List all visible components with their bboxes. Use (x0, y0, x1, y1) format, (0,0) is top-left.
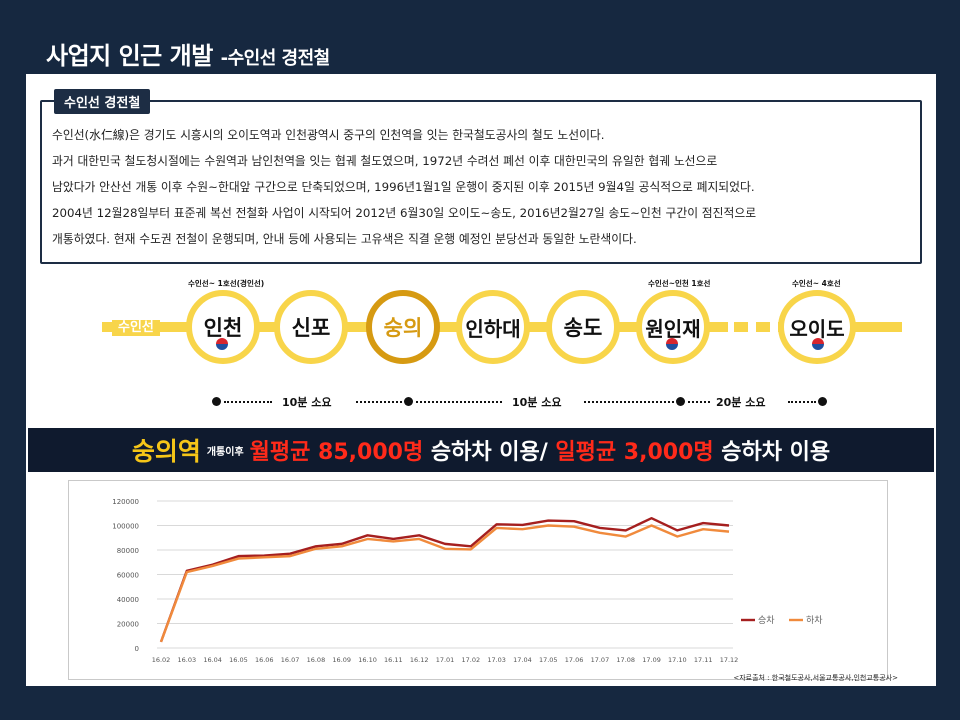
taeguk-icon (216, 338, 228, 350)
page-title-main: 사업지 인근 개발 (46, 42, 221, 70)
station-songdo: 송도 (546, 290, 620, 364)
y-tick-label: 120000 (112, 498, 139, 506)
timeline-dotline-3 (416, 401, 502, 403)
station-woninjae: 원인재 (636, 290, 710, 364)
duration-1: 10분 소요 (282, 396, 332, 409)
timeline-dotline-6 (788, 401, 816, 403)
info-line-3: 남았다가 안산선 개통 이후 수원~한대앞 구간으로 단축되었으며, 1996년… (52, 180, 755, 194)
info-line-1: 수인선(水仁線)은 경기도 시흥시의 오이도역과 인천광역시 중구의 인천역을 … (52, 128, 605, 142)
x-tick-label: 16.12 (410, 656, 429, 664)
station-incheon-label: 인천 (203, 316, 243, 340)
banner-daily: 일평균 3,000명 (555, 440, 714, 465)
x-tick-label: 17.12 (720, 656, 739, 664)
x-tick-label: 17.03 (487, 656, 506, 664)
ridership-chart: 0 20000 40000 60000 80000 100000 120000 16.02 16… (68, 480, 888, 680)
x-tick-label: 16.07 (281, 656, 300, 664)
station-sinpo-label: 신포 (291, 316, 331, 340)
x-tick-label: 17.10 (668, 656, 687, 664)
x-tick-label: 16.03 (178, 656, 197, 664)
taeguk-icon (666, 338, 678, 350)
y-tick-label: 80000 (117, 547, 139, 555)
timeline-dot-sungui (404, 397, 413, 406)
info-text: 수인선(水仁線)은 경기도 시흥시의 오이도역과 인천광역시 중구의 인천역을 … (52, 122, 910, 252)
info-box-tag: 수인선 경전철 (54, 89, 151, 114)
info-line-2: 과거 대한민국 철도청시절에는 수원역과 남인천역을 잇는 협궤 철도였으며, … (52, 154, 718, 168)
x-tick-label: 17.11 (694, 656, 713, 664)
slide-content: 수인선(水仁線)은 경기도 시흥시의 오이도역과 인천광역시 중구의 인천역을 … (26, 74, 936, 686)
transfer-note-oido: 수인선~ 4호선 (792, 279, 841, 288)
timeline-dotline-2 (356, 401, 402, 403)
page-title: 사업지 인근 개발 -수인선 경전철 (46, 36, 330, 71)
x-tick-label: 17.05 (539, 656, 558, 664)
line-dash-2 (756, 322, 770, 332)
taeguk-icon (812, 338, 824, 350)
station-sungui: 숭의 (366, 290, 440, 364)
transfer-note-woninjae: 수인선~인천 1호선 (648, 279, 711, 288)
x-tick-label: 17.09 (642, 656, 661, 664)
duration-2: 10분 소요 (512, 396, 562, 409)
x-tick-label: 16.06 (255, 656, 274, 664)
banner-station: 숭의역 (131, 437, 201, 466)
timeline-dot-woninjae (676, 397, 685, 406)
info-line-4: 2004년 12월28일부터 표준궤 복선 전철화 사업이 시작되어 2012년… (52, 206, 757, 220)
series-line-1 (159, 516, 730, 643)
station-oido-label: 오이도 (789, 316, 845, 341)
x-tick-label: 16.11 (384, 656, 403, 664)
series-line-2 (159, 524, 730, 643)
x-tick-label: 16.08 (307, 656, 326, 664)
x-tick-label: 17.08 (616, 656, 635, 664)
x-tick-label: 17.04 (513, 656, 532, 664)
banner-monthly: 월평균 85,000명 (249, 440, 424, 465)
station-inha-univ-label: 인하대 (465, 316, 521, 341)
x-tick-label: 16.10 (358, 656, 377, 664)
timeline-dotline-1 (224, 401, 272, 403)
line-label: 수인선 (112, 320, 160, 336)
station-songdo-label: 송도 (563, 316, 603, 340)
x-tick-label: 17.07 (591, 656, 610, 664)
source-note: <자료출처 : 한국철도공사,서울교통공사,인천교통공사> (733, 674, 898, 682)
y-tick-label: 0 (135, 645, 139, 653)
station-woninjae-label: 원인재 (645, 316, 701, 341)
legend-label: 승차 (758, 614, 775, 626)
station-oido: 오이도 (778, 290, 856, 364)
legend-label: 하차 (806, 614, 823, 626)
timeline-dotline-4 (584, 401, 674, 403)
banner-text-1: 승하차 이용/ (423, 440, 556, 465)
station-sinpo: 신포 (274, 290, 348, 364)
info-line-5: 개통하였다. 현재 수도권 전철이 운행되며, 안내 등에 사용되는 고유색은 … (52, 232, 637, 246)
line-dash-1 (734, 322, 748, 332)
x-tick-label: 16.09 (332, 656, 351, 664)
station-sungui-label: 숭의 (383, 316, 423, 340)
timeline-dotline-5 (688, 401, 710, 403)
x-tick-label: 17.01 (436, 656, 455, 664)
info-box: 수인선(水仁線)은 경기도 시흥시의 오이도역과 인천광역시 중구의 인천역을 … (40, 100, 922, 264)
y-tick-label: 60000 (117, 572, 139, 580)
ridership-banner: 숭의역 개통이후 월평균 85,000명 승하차 이용/ 일평균 3,000명 … (28, 428, 934, 472)
timeline-dot-oido (818, 397, 827, 406)
timeline-dot-incheon (212, 397, 221, 406)
y-tick-label: 20000 (117, 621, 139, 629)
x-tick-label: 16.05 (229, 656, 248, 664)
banner-small: 개통이후 (206, 446, 244, 458)
duration-3: 20분 소요 (716, 396, 766, 409)
banner-text-2: 승하차 이용 (713, 440, 831, 465)
x-tick-label: 16.04 (203, 656, 222, 664)
y-tick-label: 40000 (117, 596, 139, 604)
station-inha-univ: 인하대 (456, 290, 530, 364)
ridership-chart-svg: 0 20000 40000 60000 80000 100000 120000 16.02 16… (112, 498, 823, 664)
x-tick-label: 16.02 (152, 656, 171, 664)
x-tick-label: 17.06 (565, 656, 584, 664)
station-incheon: 인천 (186, 290, 260, 364)
page-title-sub: -수인선 경전철 (220, 48, 331, 69)
y-tick-label: 100000 (112, 523, 139, 531)
x-tick-label: 17.02 (462, 656, 481, 664)
transfer-note-incheon: 수인선~ 1호선(경인선) (188, 279, 265, 288)
